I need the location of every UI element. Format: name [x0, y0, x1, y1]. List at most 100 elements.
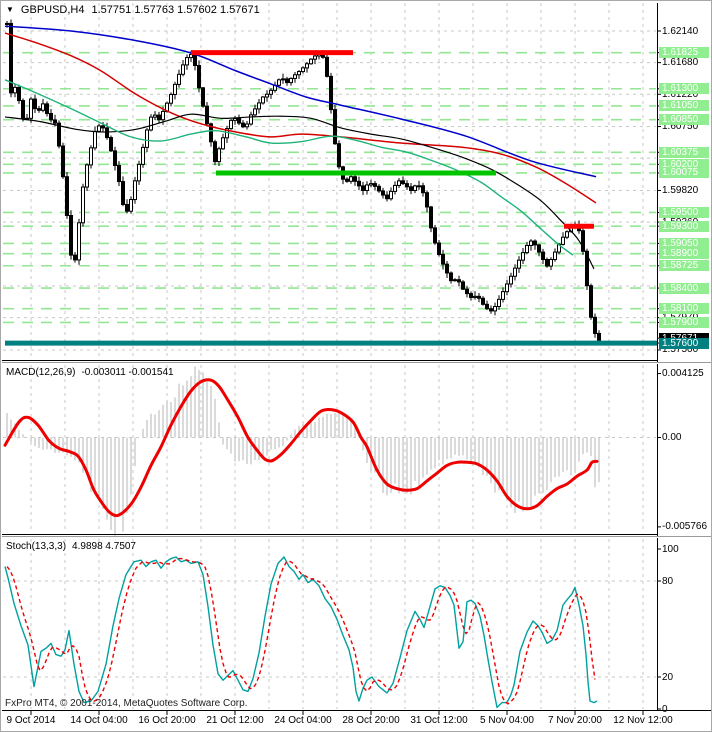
macd-indicator-label: MACD(12,26,9) -0.003011 -0.001541 [6, 367, 174, 378]
price-axis-label-1.59500: 1.59500 [659, 206, 709, 218]
candle-body [561, 236, 565, 245]
stoch-axis-label-20: 20 [662, 671, 674, 683]
candle-body [549, 258, 553, 267]
candle-body [369, 183, 373, 186]
candle-body [129, 199, 133, 212]
candle-body [373, 183, 377, 187]
candle-body [73, 254, 77, 261]
price-axis-label-1.58900: 1.58900 [659, 248, 709, 260]
candle-body [437, 242, 441, 256]
macd-axis-label--0.005766: -0.005766 [662, 521, 708, 533]
time-axis-label-8: 5 Nov 04:00 [480, 715, 534, 726]
candle-body [413, 185, 417, 191]
candle-body [141, 146, 145, 165]
candle-body [13, 86, 17, 94]
candle-body [29, 98, 33, 119]
stoch-indicator-label: Stoch(13,3,3) 4.9898 4.7507 [6, 541, 136, 552]
candle-body [241, 122, 245, 128]
candle-body [153, 114, 157, 118]
candle-body [145, 129, 149, 148]
macd-indicator-name: MACD(12,26,9) [6, 367, 76, 378]
candle-body [133, 180, 137, 201]
candle-body [193, 54, 197, 67]
chart-frame [2, 3, 711, 715]
candle-body [309, 58, 313, 65]
candle-body [289, 77, 293, 84]
chart-title: ▼ GBPUSD,H4 1.57751 1.57763 1.57602 1.57… [6, 4, 260, 16]
stoch-indicator-values: 4.9898 4.7507 [72, 541, 136, 552]
candle-body [473, 295, 477, 298]
macd-signal-line [3, 378, 599, 518]
candle-body [537, 244, 541, 253]
candle-body [77, 222, 81, 261]
candle-body [149, 116, 153, 131]
time-axis-label-1: 9 Oct 2014 [6, 715, 56, 726]
price-axis-label-1.60750: 1.60750 [662, 121, 699, 133]
candle-body [389, 190, 393, 200]
candle-body [261, 96, 265, 104]
candle-body [161, 110, 165, 121]
candle-body [501, 291, 505, 300]
symbol-dropdown-icon[interactable]: ▼ [6, 5, 14, 14]
candle-body [505, 283, 509, 293]
candle-body [337, 143, 341, 168]
ma-green-line [4, 79, 574, 256]
macd-indicator-values: -0.003011 -0.001541 [81, 367, 174, 378]
candle-body [409, 186, 413, 191]
candle-body [9, 22, 13, 94]
candle-body [429, 206, 433, 229]
candle-body [33, 98, 37, 110]
candle-body [209, 123, 213, 143]
candle-body [305, 63, 309, 69]
time-axis-label-2: 14 Oct 04:00 [70, 715, 128, 726]
candle-body [329, 75, 333, 111]
price-axis-label-1.61050: 1.61050 [659, 100, 709, 112]
candle-body [301, 67, 305, 73]
candle-body [509, 275, 513, 285]
candle-body [113, 150, 117, 167]
candle-body [393, 184, 397, 192]
candle-body [397, 180, 401, 186]
candle-body [297, 71, 301, 76]
candle-body [533, 240, 537, 246]
candle-body [257, 102, 261, 110]
stoch-indicator-name: Stoch(13,3,3) [6, 541, 67, 552]
candle-body [433, 227, 437, 244]
macd-axis-label-0.004125: 0.004125 [662, 368, 704, 380]
candle-body [357, 180, 361, 187]
candle-body [117, 165, 121, 183]
price-axis-label-1.61825: 1.61825 [659, 47, 709, 59]
candle-body [497, 298, 501, 308]
candle-body [65, 176, 69, 216]
candle-body [425, 192, 429, 208]
candle-body [325, 56, 329, 77]
vertical-gridlines [30, 3, 644, 709]
candle-body [345, 178, 349, 182]
candle-body [445, 263, 449, 274]
candle-body [589, 285, 593, 318]
candle-body [61, 145, 65, 178]
candle-body [269, 89, 273, 95]
candles [5, 19, 601, 345]
candle-body [565, 231, 569, 238]
candle-body [213, 141, 217, 163]
time-axis-label-10: 12 Nov 12:00 [613, 715, 673, 726]
candle-body [385, 194, 389, 200]
candle-body [481, 297, 485, 305]
candle-body [461, 281, 465, 290]
time-axis-label-5: 24 Oct 04:00 [274, 715, 332, 726]
candle-body [493, 306, 497, 312]
candle-body [553, 251, 557, 260]
candle-body [121, 181, 125, 205]
candle-body [221, 137, 225, 150]
time-axis-label-7: 31 Oct 12:00 [410, 715, 468, 726]
candle-body [545, 258, 549, 267]
candle-body [5, 22, 9, 25]
candle-body [285, 78, 289, 84]
candle-body [197, 65, 201, 89]
candle-body [477, 295, 481, 299]
candle-body [293, 74, 297, 79]
candle-body [381, 190, 385, 196]
candle-body [237, 118, 241, 124]
